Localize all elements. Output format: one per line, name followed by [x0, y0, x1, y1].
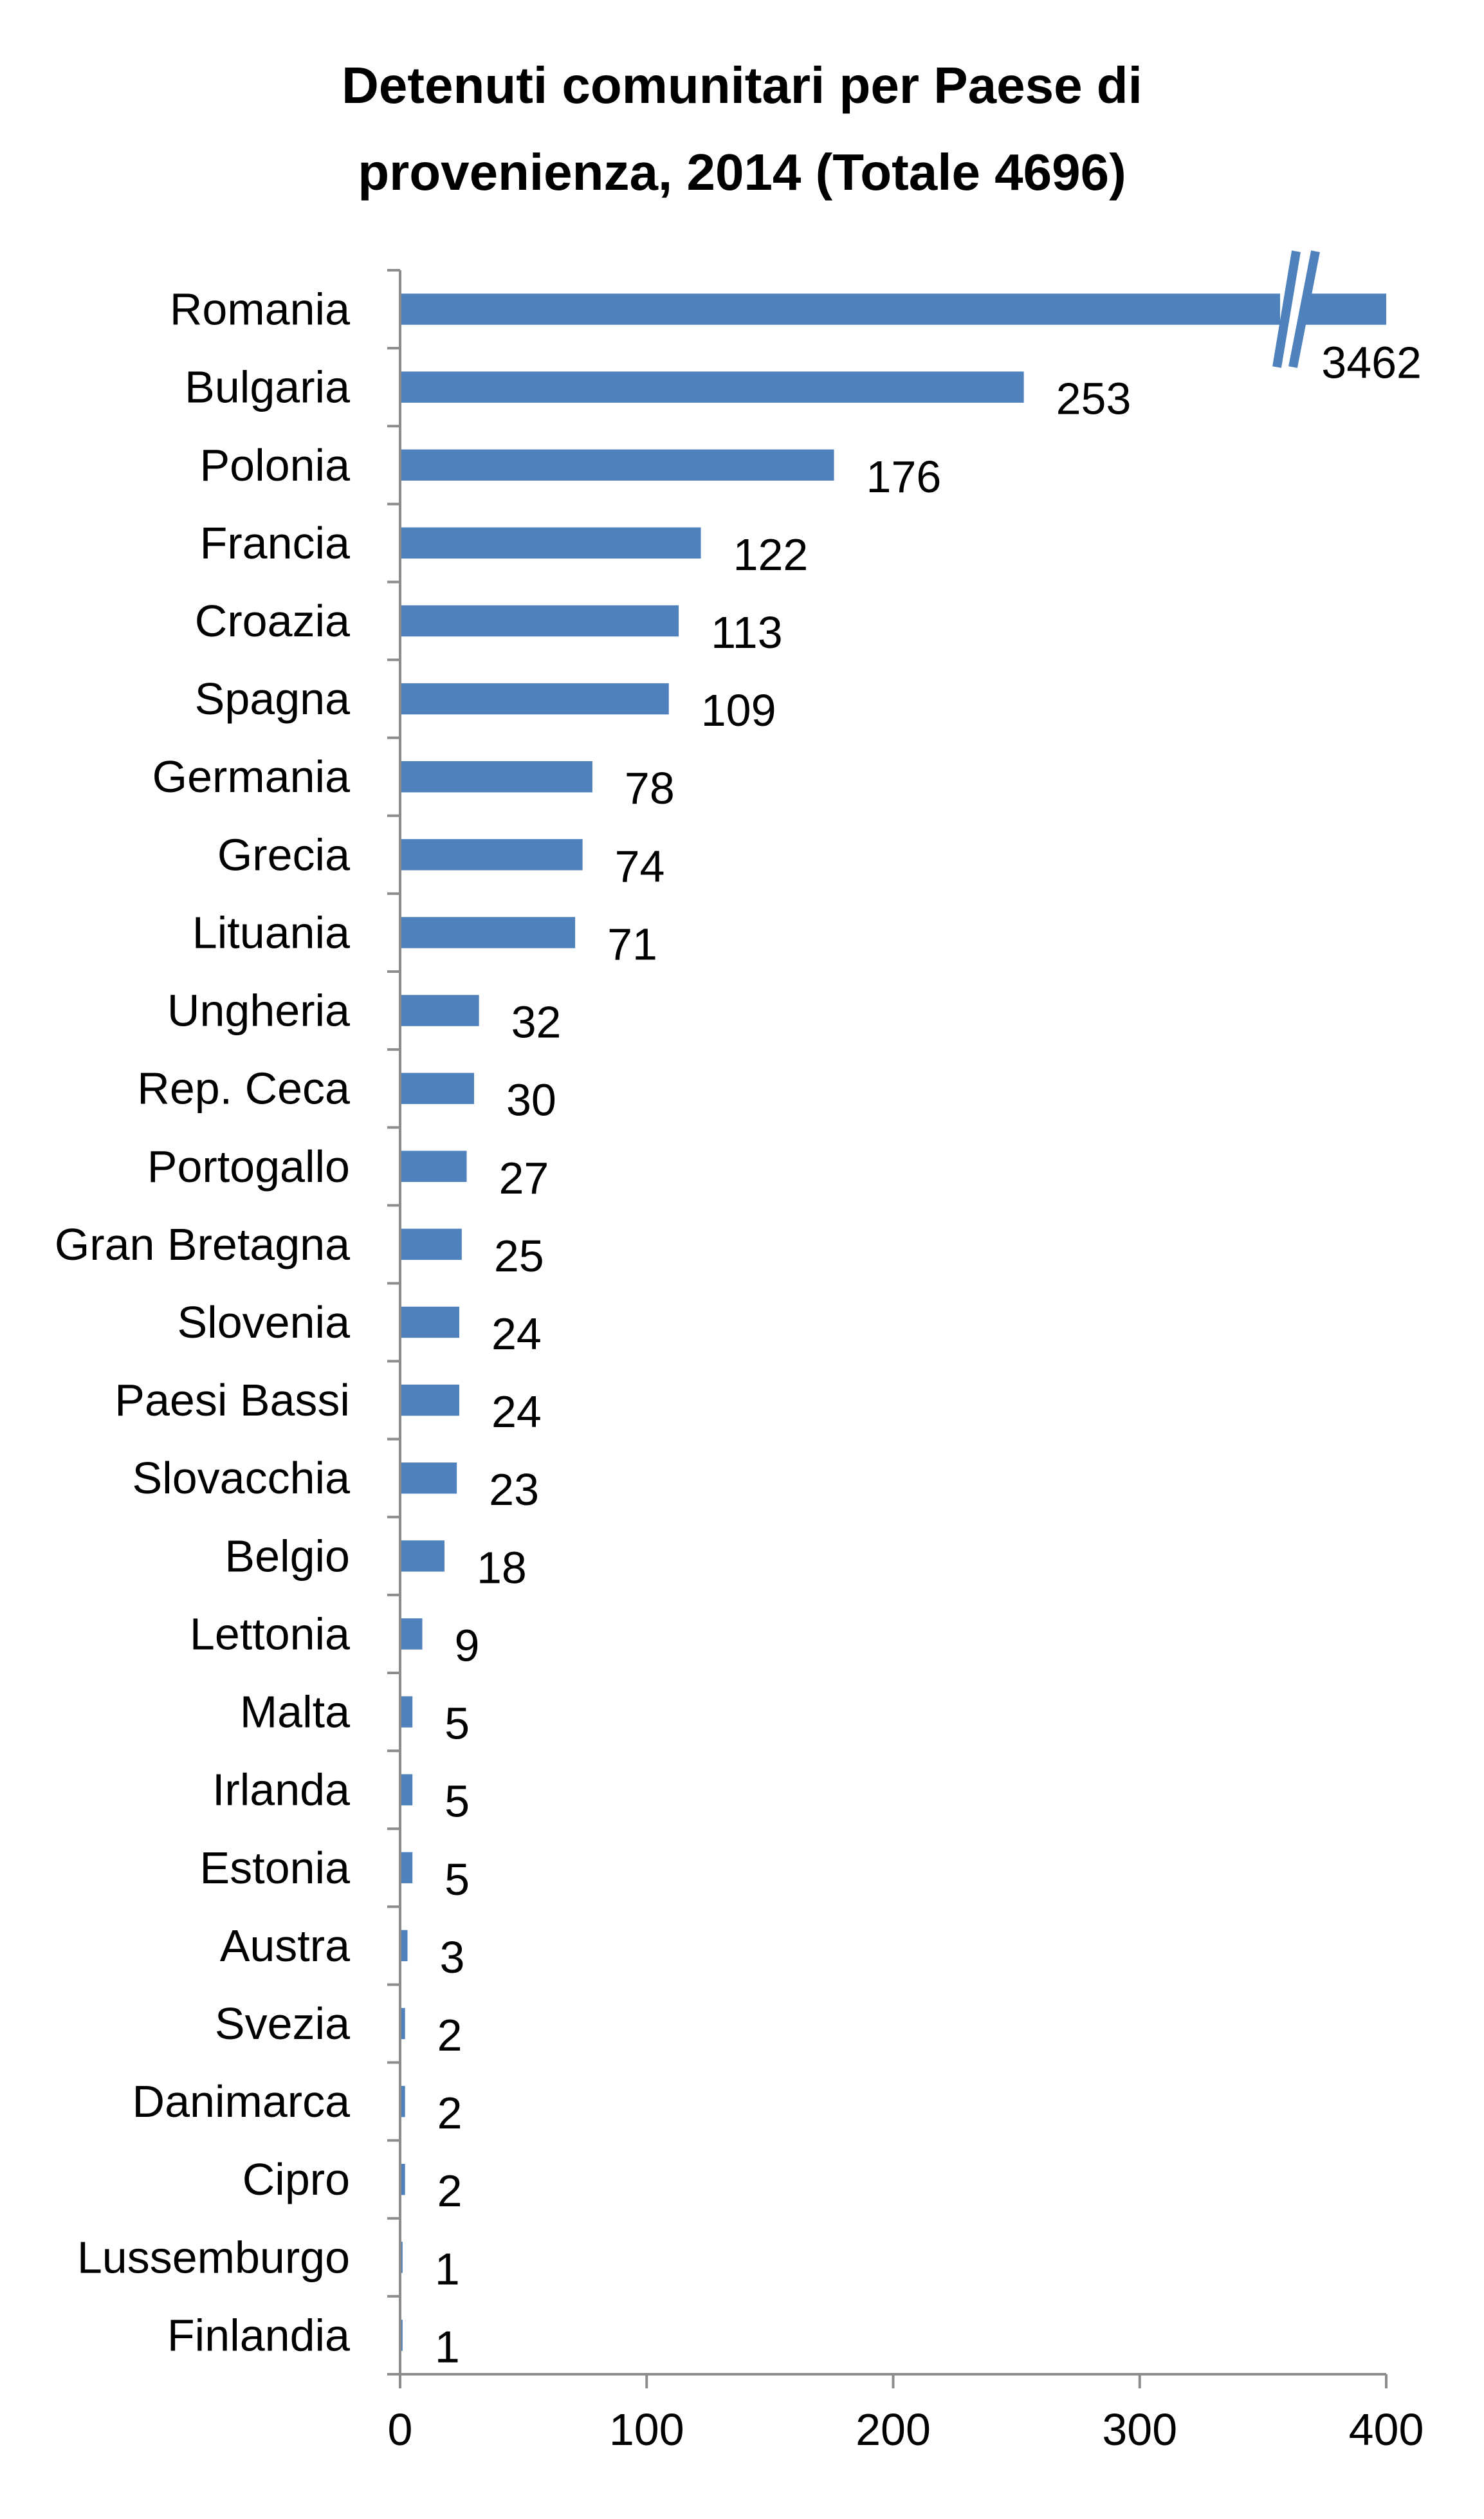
category-label-cipro: Cipro: [243, 2154, 350, 2204]
chart-title: Detenuti comunitari per Paese di proveni…: [0, 42, 1484, 216]
category-label-irlanda: Irlanda: [212, 1765, 350, 1815]
bars-layer: [400, 250, 1386, 2351]
value-label-croazia: 113: [711, 607, 783, 658]
category-label-grecia: Grecia: [217, 829, 350, 880]
value-label-irlanda: 5: [444, 1776, 470, 1827]
chart-title-line-2: provenienza, 2014 (Totale 4696): [358, 143, 1126, 201]
category-label-germania: Germania: [152, 752, 350, 802]
category-label-ungheria: Ungheria: [167, 986, 350, 1036]
bar-cipro: [400, 2164, 405, 2195]
value-label-belgio: 18: [477, 1542, 527, 1592]
value-label-grecia: 74: [615, 841, 665, 891]
bar-grecia: [400, 839, 583, 871]
axis-break-mark-1: [1272, 250, 1301, 368]
value-label-cipro: 2: [437, 2166, 463, 2216]
bar-slovenia: [400, 1306, 459, 1338]
bar-ungheria: [400, 995, 479, 1026]
category-label-finlandia: Finlandia: [167, 2310, 350, 2360]
value-label-lettonia: 9: [454, 1620, 479, 1670]
category-label-slovenia: Slovenia: [177, 1297, 350, 1347]
category-label-malta: Malta: [240, 1687, 350, 1737]
category-label-danimarca: Danimarca: [133, 2076, 351, 2127]
bar-slovacchia: [400, 1462, 457, 1494]
value-label-germania: 78: [625, 763, 675, 813]
x-tick-label-200: 200: [856, 2404, 931, 2455]
category-label-rep-ceca: Rep. Ceca: [137, 1064, 350, 1114]
category-label-spagna: Spagna: [195, 674, 350, 724]
category-label-gran-bretagna: Gran Bretagna: [55, 1219, 350, 1269]
value-label-finlandia: 1: [435, 2321, 460, 2372]
bar-rep-ceca: [400, 1073, 474, 1104]
value-label-estonia: 5: [444, 1854, 470, 1905]
category-label-polonia: Polonia: [199, 440, 350, 490]
category-label-lussemburgo: Lussemburgo: [77, 2232, 350, 2282]
value-label-slovacchia: 23: [489, 1464, 539, 1515]
bar-croazia: [400, 605, 679, 637]
bar-germania: [400, 761, 592, 793]
bar-portogallo: [400, 1150, 467, 1182]
axis-break-mark-2: [1288, 250, 1320, 368]
category-label-estonia: Estonia: [200, 1843, 351, 1893]
category-label-lituania: Lituania: [192, 907, 350, 957]
axes: [387, 269, 1388, 2388]
category-label-bulgaria: Bulgaria: [185, 362, 350, 412]
value-label-svezia: 2: [437, 2010, 463, 2060]
value-label-lituania: 71: [607, 919, 657, 969]
bar-polonia: [400, 449, 834, 481]
bar-lituania: [400, 917, 576, 948]
category-label-paesi-bassi: Paesi Bassi: [115, 1375, 350, 1425]
category-label-portogallo: Portogallo: [147, 1141, 350, 1192]
bar-romania: [400, 293, 1386, 325]
bar-irlanda: [400, 1774, 413, 1805]
value-label-slovenia: 24: [491, 1309, 542, 1359]
x-tick-label-400: 400: [1349, 2404, 1424, 2455]
value-label-rep-ceca: 30: [506, 1075, 556, 1125]
bar-francia: [400, 527, 701, 559]
x-tick-label-300: 300: [1102, 2404, 1177, 2455]
value-label-lussemburgo: 1: [435, 2244, 460, 2294]
category-label-svezia: Svezia: [215, 1998, 350, 2049]
value-label-romania: 3462: [1321, 338, 1422, 388]
value-label-danimarca: 2: [437, 2088, 463, 2138]
value-label-ungheria: 32: [511, 997, 562, 1047]
category-label-romania: Romania: [170, 284, 350, 335]
bar-spagna: [400, 683, 669, 715]
value-label-austra: 3: [439, 1932, 464, 1982]
bar-bulgaria: [400, 371, 1024, 403]
category-label-austra: Austra: [220, 1921, 350, 1971]
bar-paesi-bassi: [400, 1384, 459, 1416]
value-label-portogallo: 27: [499, 1153, 549, 1203]
value-label-spagna: 109: [701, 685, 776, 735]
bar-danimarca: [400, 2085, 405, 2118]
category-label-croazia: Croazia: [195, 596, 350, 646]
category-label-belgio: Belgio: [224, 1531, 350, 1581]
bar-malta: [400, 1696, 413, 1728]
value-label-polonia: 176: [866, 452, 942, 502]
value-label-francia: 122: [733, 530, 809, 580]
x-tick-label-0: 0: [388, 2404, 413, 2455]
bar-gran-bretagna: [400, 1228, 462, 1260]
chart-title-line-1: Detenuti comunitari per Paese di: [342, 57, 1142, 114]
bar-austra: [400, 1930, 408, 1962]
bar-svezia: [400, 2007, 405, 2040]
category-label-slovacchia: Slovacchia: [132, 1453, 350, 1503]
category-label-lettonia: Lettonia: [190, 1609, 350, 1659]
bar-lettonia: [400, 1618, 423, 1650]
value-label-gran-bretagna: 25: [494, 1231, 544, 1281]
x-tick-label-100: 100: [609, 2404, 684, 2455]
value-label-paesi-bassi: 24: [491, 1387, 542, 1437]
bar-estonia: [400, 1852, 413, 1883]
value-label-malta: 5: [444, 1699, 470, 1749]
category-label-francia: Francia: [200, 518, 350, 568]
value-label-bulgaria: 253: [1056, 374, 1131, 424]
bar-belgio: [400, 1540, 444, 1572]
